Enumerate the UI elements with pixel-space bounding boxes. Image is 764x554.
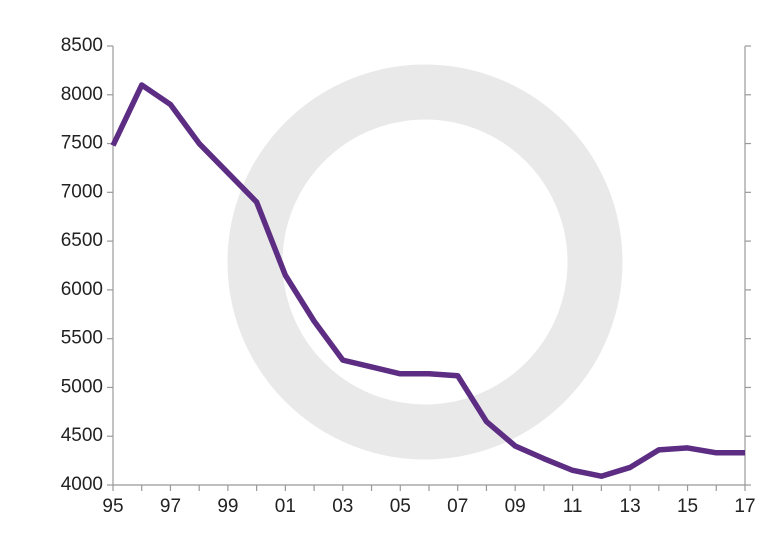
y-tick-label: 5000 [61,376,103,397]
y-tick-label: 4000 [61,474,103,495]
x-tick-label: 05 [390,496,411,517]
x-tick-label: 99 [217,496,238,517]
x-tick-label: 13 [620,496,641,517]
x-tick-label: 17 [734,496,755,517]
x-tick-label: 15 [677,496,698,517]
x-tick-label: 03 [332,496,353,517]
x-tick-label: 09 [505,496,526,517]
y-tick-label: 7000 [61,181,103,202]
x-tick-label: 95 [102,496,123,517]
y-tick-label: 8000 [61,84,103,105]
y-tick-label: 5500 [61,328,103,349]
y-tick-label: 6000 [61,279,103,300]
y-tick-label: 6500 [61,230,103,251]
y-tick-label: 7500 [61,133,103,154]
x-tick-label: 97 [160,496,181,517]
x-tick-label: 01 [275,496,296,517]
x-tick-label: 11 [563,496,583,517]
y-tick-label: 8500 [61,35,103,56]
watermark [227,64,623,460]
data-line [110,82,745,479]
y-tick-label: 4500 [61,425,103,446]
x-tick-label: 07 [447,496,468,517]
